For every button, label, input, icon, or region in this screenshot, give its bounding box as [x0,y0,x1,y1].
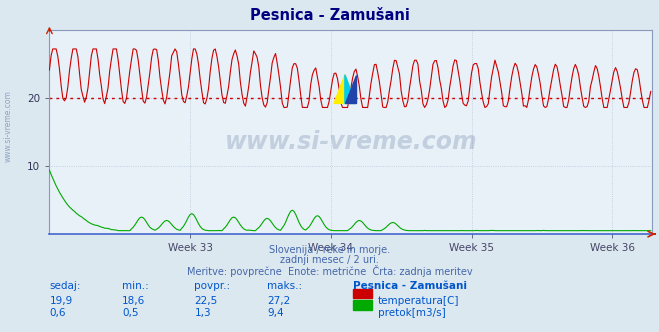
Polygon shape [334,75,356,103]
Text: temperatura[C]: temperatura[C] [378,296,459,306]
Text: www.si-vreme.com: www.si-vreme.com [4,90,13,162]
Text: 18,6: 18,6 [122,296,145,306]
Text: Slovenija / reke in morje.: Slovenija / reke in morje. [269,245,390,255]
Text: min.:: min.: [122,281,149,290]
Polygon shape [345,75,356,103]
Text: 9,4: 9,4 [267,308,283,318]
Text: 1,3: 1,3 [194,308,211,318]
Text: maks.:: maks.: [267,281,302,290]
Text: 19,9: 19,9 [49,296,72,306]
Text: 22,5: 22,5 [194,296,217,306]
Polygon shape [345,75,356,103]
Text: www.si-vreme.com: www.si-vreme.com [225,130,477,154]
Text: Pesnica - Zamušani: Pesnica - Zamušani [250,8,409,23]
Text: Meritve: povprečne  Enote: metrične  Črta: zadnja meritev: Meritve: povprečne Enote: metrične Črta:… [186,265,473,277]
Text: 0,6: 0,6 [49,308,66,318]
Text: povpr.:: povpr.: [194,281,231,290]
Text: 0,5: 0,5 [122,308,138,318]
Text: zadnji mesec / 2 uri.: zadnji mesec / 2 uri. [280,255,379,265]
Text: Pesnica - Zamušani: Pesnica - Zamušani [353,281,467,290]
Text: sedaj:: sedaj: [49,281,81,290]
Text: 27,2: 27,2 [267,296,290,306]
Text: pretok[m3/s]: pretok[m3/s] [378,308,445,318]
